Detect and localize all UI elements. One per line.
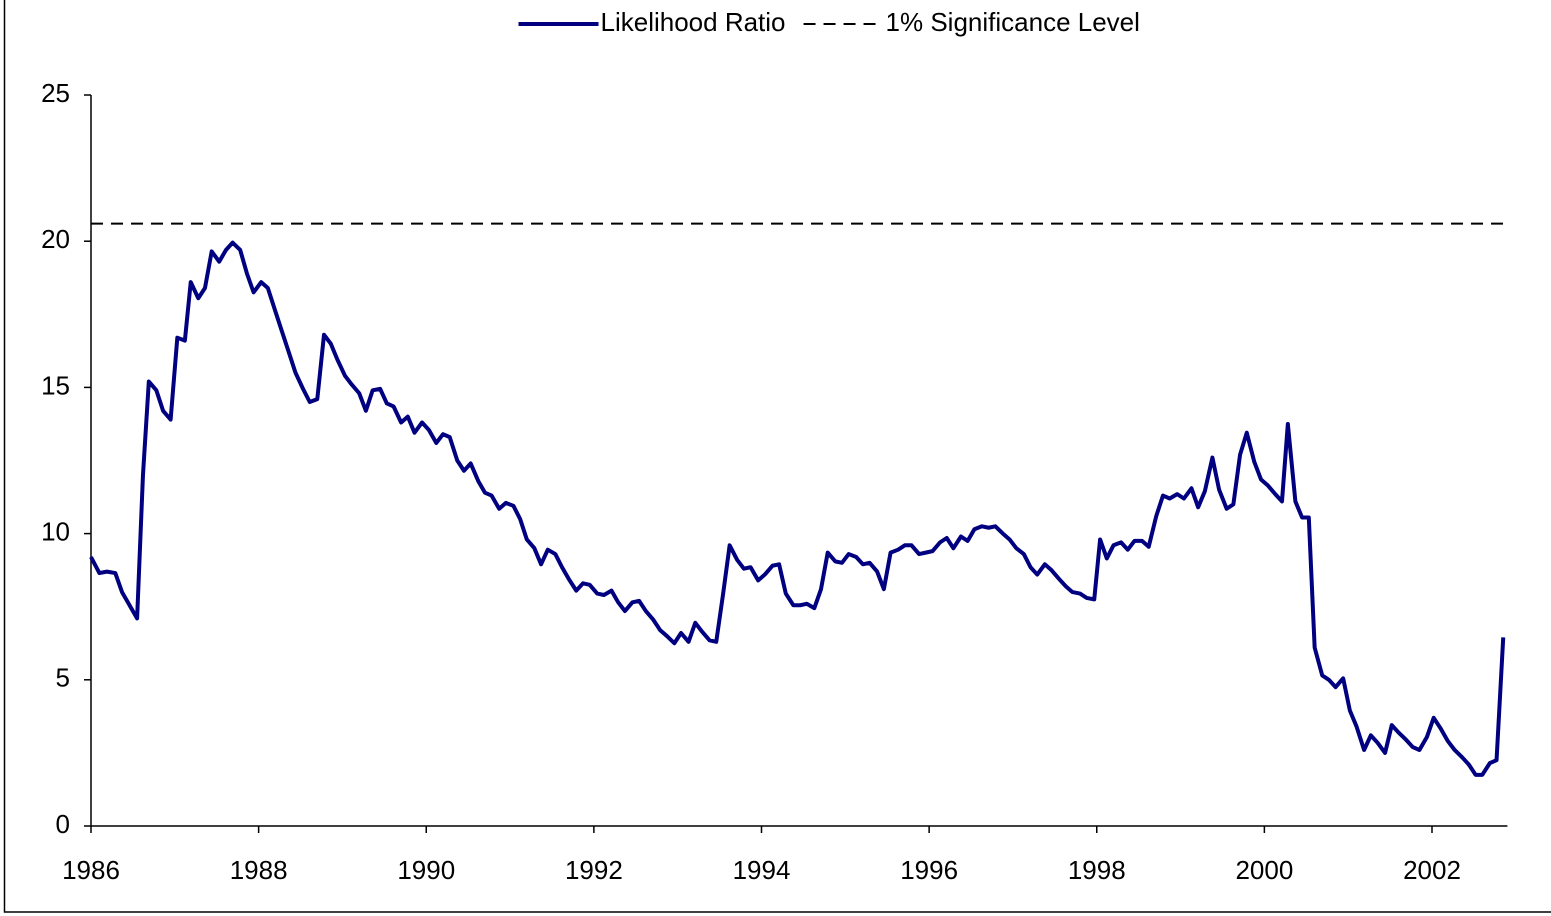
line-series: [89, 240, 1506, 777]
legend-label: Likelihood Ratio: [601, 7, 786, 37]
x-tick-label: 1998: [1068, 855, 1126, 885]
legend: Likelihood Ratio 1% Significance Level: [518, 7, 1140, 37]
x-tick-label: 2002: [1403, 855, 1461, 885]
x-tick-label: 1996: [900, 855, 958, 885]
chart-border: [3, 0, 1551, 913]
x-tick-label: 1992: [565, 855, 623, 885]
y-tick-label: 15: [41, 370, 70, 400]
x-tick-label: 1988: [230, 855, 288, 885]
x-tick-label: 2000: [1235, 855, 1293, 885]
y-tick-label: 25: [41, 78, 70, 108]
x-tick-label: 1990: [397, 855, 455, 885]
legend-label: 1% Significance Level: [886, 7, 1140, 37]
y-tick-label: 5: [56, 663, 70, 693]
y-tick-label: 20: [41, 224, 70, 254]
y-tick-label: 0: [56, 809, 70, 839]
x-tick-label: 1986: [62, 855, 120, 885]
x-tick-label: 1994: [733, 855, 791, 885]
y-tick-label: 10: [41, 516, 70, 546]
